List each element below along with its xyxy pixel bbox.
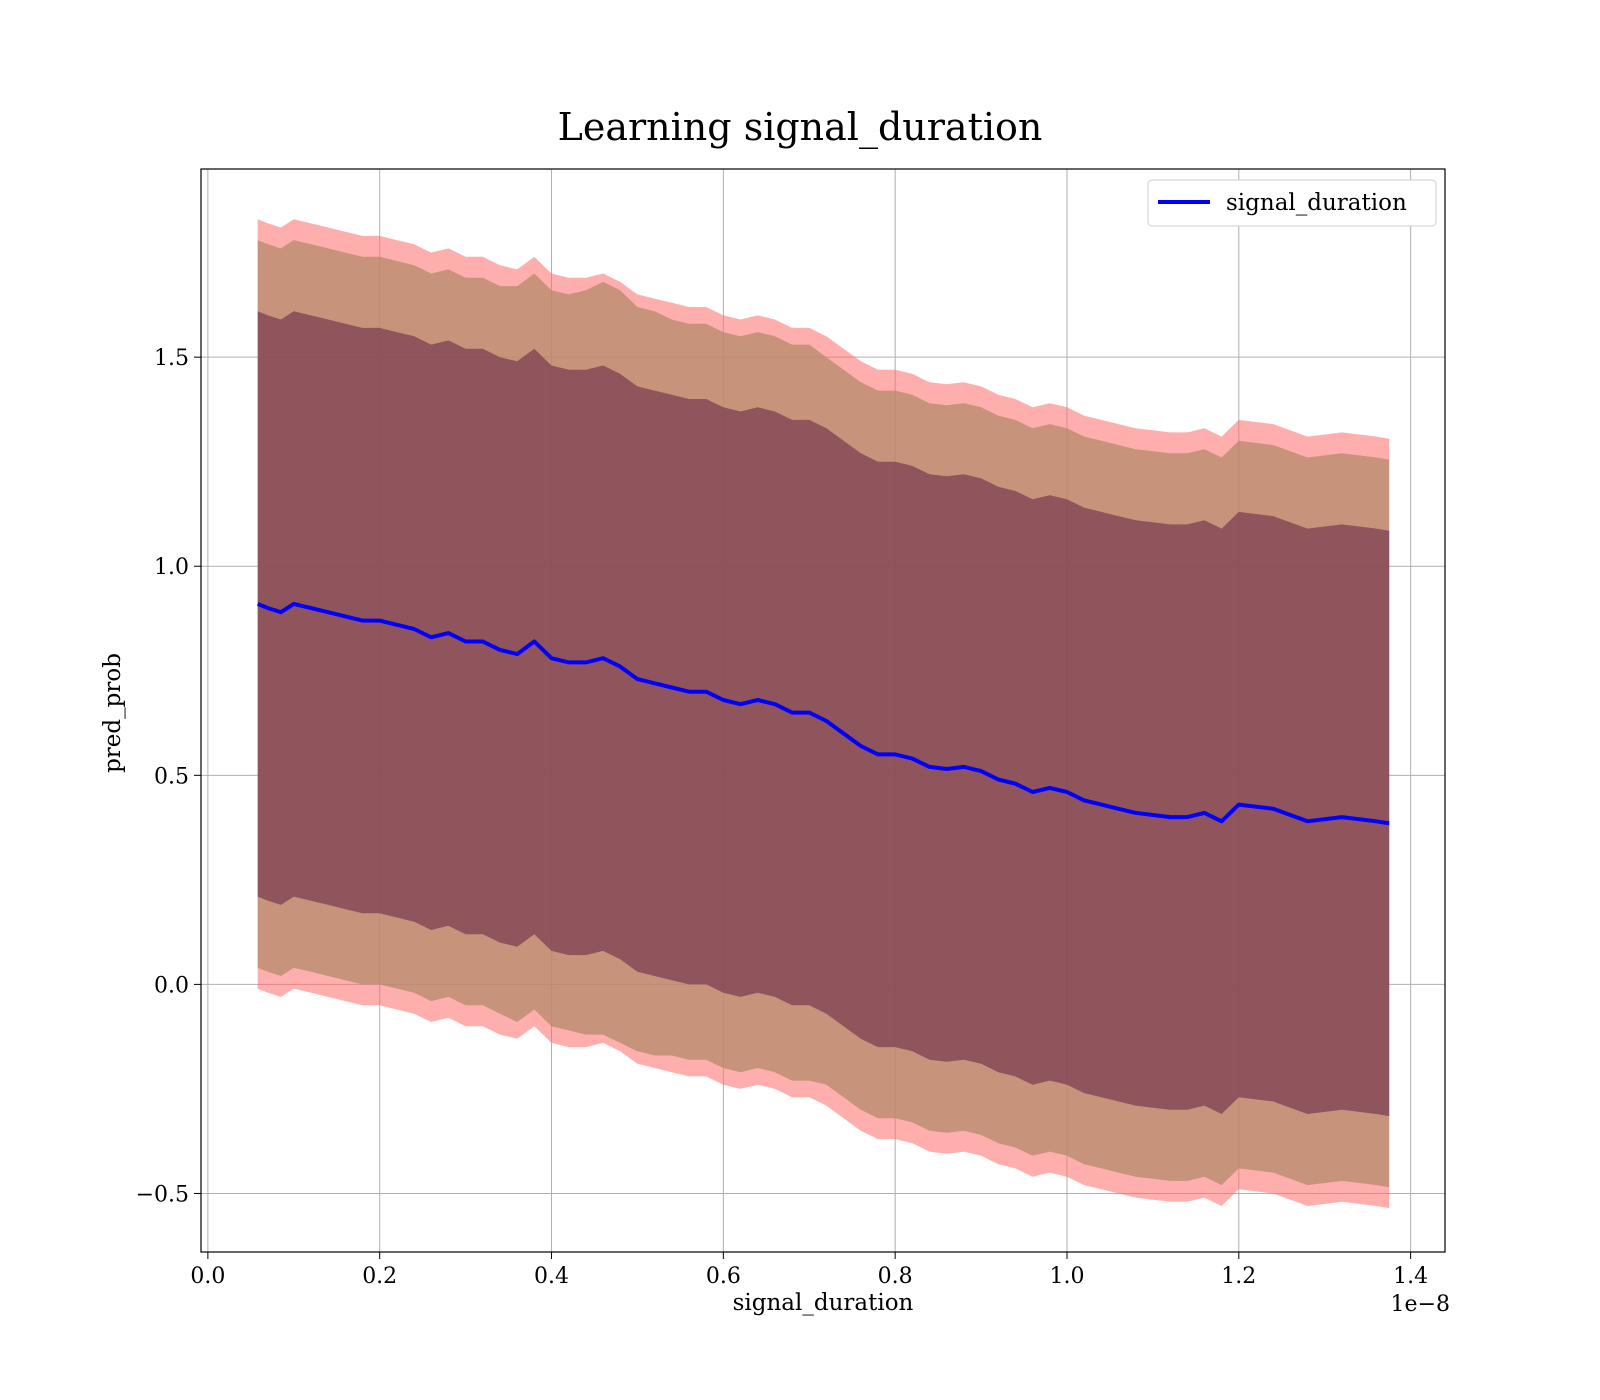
plot-area bbox=[200, 168, 1446, 1253]
x-tick-label: 1.2 bbox=[1221, 1264, 1256, 1289]
x-axis-offset-label: 1e−8 bbox=[1391, 1292, 1450, 1317]
y-tick-label: 0.5 bbox=[154, 764, 189, 789]
x-tick-label: 1.4 bbox=[1393, 1264, 1428, 1289]
y-axis-ticks: −0.5 0.0 0.5 1.0 1.5 bbox=[136, 346, 201, 1207]
chart-title: Learning signal_duration bbox=[558, 105, 1043, 150]
x-tick-label: 0.2 bbox=[362, 1264, 397, 1289]
inner-band bbox=[257, 311, 1390, 1117]
legend-box bbox=[1147, 179, 1437, 227]
series-lines bbox=[256, 601, 1390, 826]
confidence-bands bbox=[257, 219, 1390, 1209]
x-axis-label: signal_duration bbox=[733, 1290, 914, 1316]
y-tick-label: −0.5 bbox=[136, 1182, 189, 1207]
legend-label: signal_duration bbox=[1226, 190, 1407, 216]
x-tick-label: 0.6 bbox=[706, 1264, 741, 1289]
plot-frame bbox=[200, 168, 1446, 1253]
x-tick-label: 0.0 bbox=[190, 1264, 225, 1289]
x-axis-ticks: 0.0 0.2 0.4 0.6 0.8 1.0 1.2 1.4 bbox=[190, 1252, 1428, 1289]
y-axis-label: pred_prob bbox=[100, 653, 126, 773]
y-tick-label: 0.0 bbox=[154, 973, 189, 998]
legend: signal_duration bbox=[1147, 179, 1437, 227]
y-tick-label: 1.5 bbox=[154, 346, 189, 371]
y-tick-label: 1.0 bbox=[154, 555, 189, 580]
x-tick-label: 0.4 bbox=[534, 1264, 569, 1289]
x-tick-label: 0.8 bbox=[878, 1264, 913, 1289]
x-tick-label: 1.0 bbox=[1049, 1264, 1084, 1289]
series-line-signal-duration bbox=[256, 601, 1390, 826]
